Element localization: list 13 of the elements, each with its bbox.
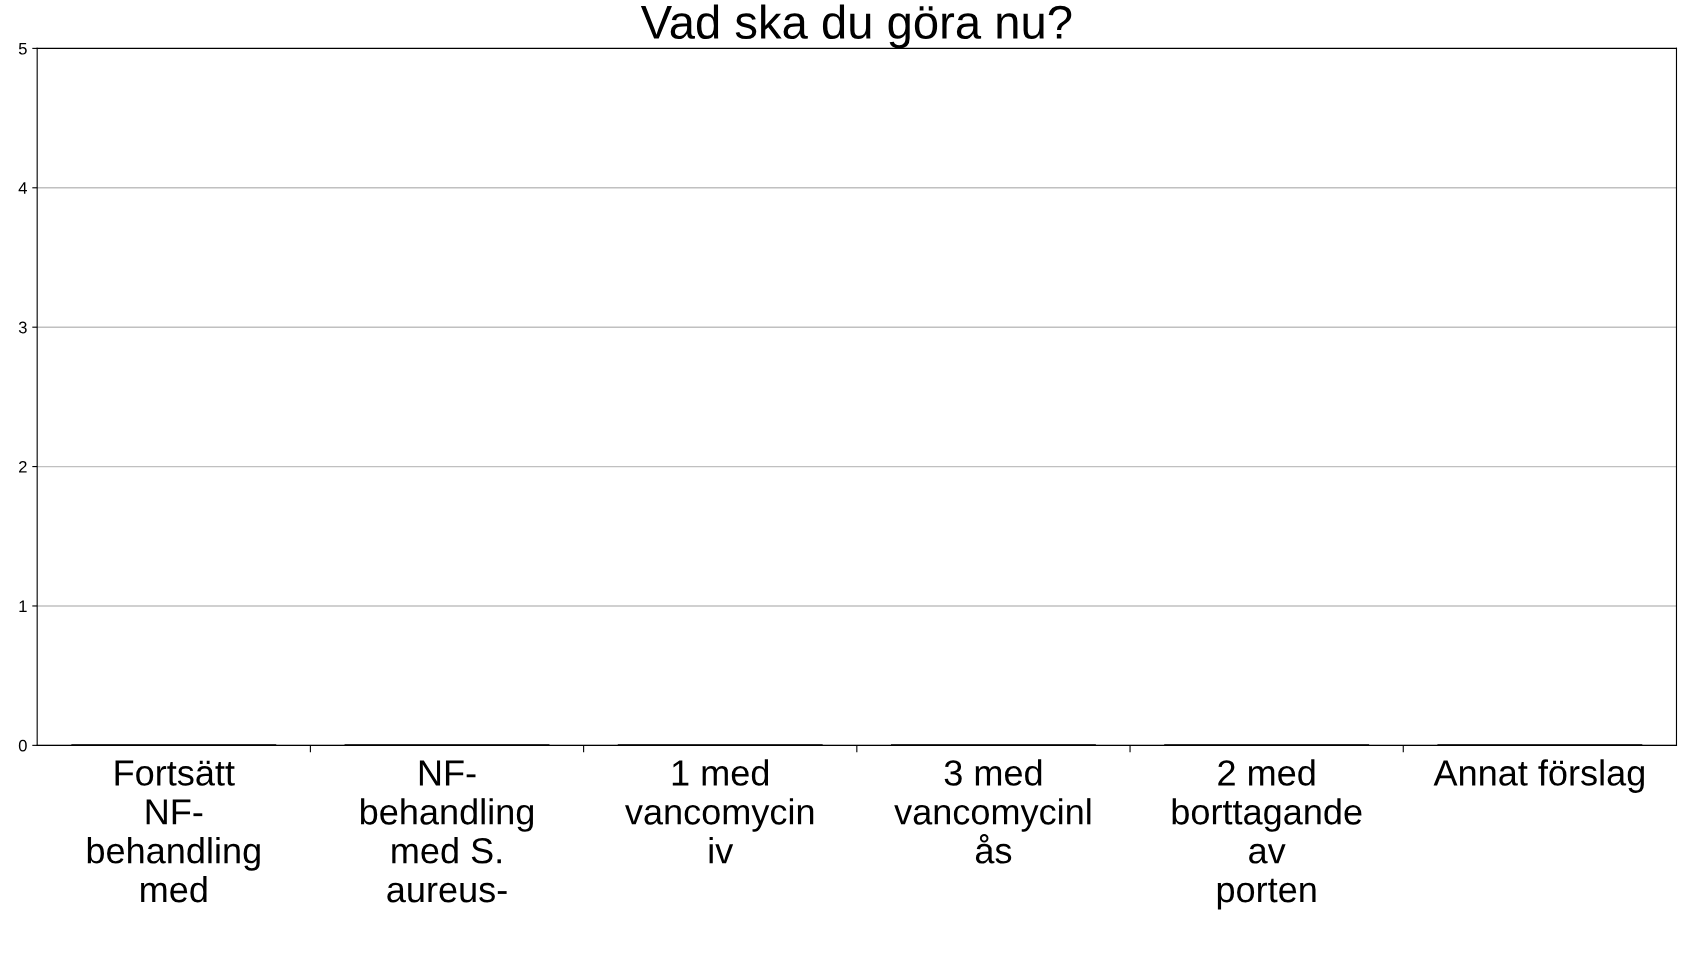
x-tick-label: 3 med vancomycinl ås	[894, 759, 1091, 864]
x-tick-label: NF- behandling med S. aureus-	[360, 760, 534, 903]
x-tick-label: Fortsätt NF- behandling med	[87, 760, 260, 903]
chart-title: Vad ska du göra nu?	[640, 4, 1072, 49]
y-tick-label: 2	[19, 460, 27, 473]
y-tick-label: 3	[18, 321, 27, 334]
y-tick-label: 1	[19, 600, 27, 613]
x-tick-label: Annat förslag	[1433, 759, 1644, 793]
x-tick-label: 1 med vancomycin iv	[625, 759, 814, 864]
y-tick-label: 5	[18, 42, 27, 55]
y-tick-label: 0	[18, 739, 27, 752]
y-tick-label: 4	[18, 182, 27, 194]
x-tick-label: 2 med borttagande av porten	[1172, 759, 1362, 910]
